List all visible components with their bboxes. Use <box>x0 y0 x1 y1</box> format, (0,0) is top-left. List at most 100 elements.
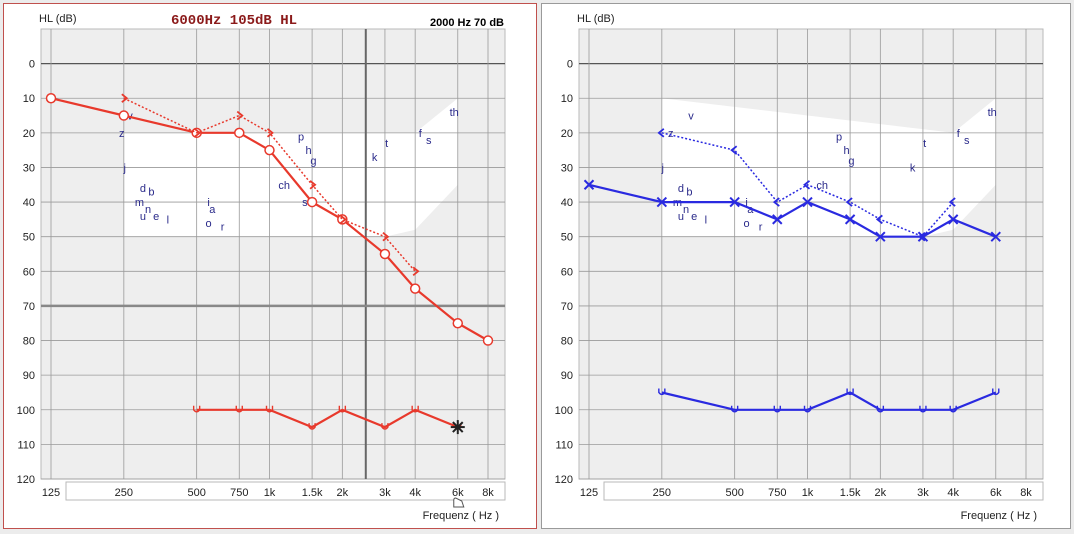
data-point-u[interactable] <box>730 405 739 413</box>
marker-chevron-left <box>875 214 883 225</box>
phoneme-label: th <box>988 107 997 119</box>
data-point-x[interactable] <box>990 231 1001 242</box>
data-point-u[interactable] <box>658 388 666 396</box>
marker-chevron-right <box>121 93 129 103</box>
marker-u <box>846 388 854 396</box>
phoneme-label: g <box>848 156 854 168</box>
data-point-u[interactable] <box>919 405 927 413</box>
series-line-u <box>661 391 997 411</box>
data-point-u[interactable] <box>992 388 1000 396</box>
phoneme-label: v <box>688 111 694 123</box>
marker-chevron-right <box>236 110 244 121</box>
data-point-chevron-right[interactable] <box>236 110 244 121</box>
y-tick-label: 60 <box>23 266 35 278</box>
data-point-circle[interactable] <box>379 248 391 260</box>
data-point-x[interactable] <box>583 179 595 190</box>
phoneme-label: d <box>678 183 684 195</box>
data-point-u[interactable] <box>846 388 854 396</box>
data-point-chevron-right[interactable] <box>266 128 274 138</box>
marker-x <box>875 231 886 242</box>
phoneme-label: l <box>705 214 707 226</box>
data-point-u[interactable] <box>411 405 419 413</box>
audiogram-right-ear-panel[interactable]: v z j d b m n u e l i a o r p h g ch s k t f s th 0 10 20 30 40 50 60 7… <box>3 3 537 529</box>
data-point-chevron-right[interactable] <box>121 93 129 103</box>
data-point-circle[interactable] <box>234 127 245 139</box>
y-axis-label: HL (dB) <box>577 13 615 25</box>
x-tick-label: 6k <box>990 487 1002 499</box>
data-point-x[interactable] <box>802 196 813 208</box>
data-point-x[interactable] <box>844 214 856 225</box>
data-point-x[interactable] <box>875 231 886 242</box>
marker-circle <box>409 283 421 294</box>
x-tick-label: 750 <box>768 487 786 499</box>
data-point-chevron-left[interactable] <box>803 180 811 190</box>
data-point-u[interactable] <box>235 405 243 413</box>
data-point-circle[interactable] <box>45 92 57 104</box>
marker-u <box>992 388 1000 396</box>
y-tick-label: 0 <box>567 59 573 71</box>
x-tick-label: 500 <box>187 487 205 499</box>
data-point-u[interactable] <box>381 423 389 430</box>
y-tick-label: 90 <box>23 370 35 382</box>
data-point-chevron-left[interactable] <box>948 197 956 207</box>
data-point-u[interactable] <box>773 405 781 413</box>
phoneme-label: i <box>207 197 209 209</box>
data-point-chevron-right[interactable] <box>412 266 420 277</box>
marker-u <box>235 405 243 413</box>
data-point-circle[interactable] <box>452 317 464 329</box>
data-point-circle[interactable] <box>337 214 348 225</box>
data-point-u[interactable] <box>338 405 347 413</box>
x-axis-scale <box>603 481 1044 501</box>
data-point-u[interactable] <box>192 405 201 413</box>
y-tick-label: 120 <box>555 474 573 486</box>
data-point-circle[interactable] <box>264 144 275 156</box>
hand-cursor-icon[interactable] <box>453 497 465 508</box>
marker-chevron-right <box>339 214 347 225</box>
data-point-chevron-right[interactable] <box>382 231 390 242</box>
data-point-x[interactable] <box>729 196 740 208</box>
data-point-circle[interactable] <box>482 335 494 346</box>
data-point-chevron-right[interactable] <box>339 214 347 225</box>
y-tick-label: 90 <box>561 370 573 382</box>
marker-chevron-left <box>918 231 926 242</box>
data-point-u[interactable] <box>265 405 274 413</box>
x-tick-label: 3k <box>379 487 391 499</box>
marker-chevron-right <box>412 266 420 277</box>
data-point-x[interactable] <box>917 231 929 242</box>
data-point-chevron-left[interactable] <box>657 128 665 138</box>
marker-x <box>656 196 668 208</box>
phoneme-label: u <box>140 211 146 223</box>
asterisk-icon <box>450 420 465 435</box>
y-tick-label: 100 <box>555 405 573 417</box>
phoneme-label: t <box>923 138 926 150</box>
data-point-chevron-left[interactable] <box>730 145 738 155</box>
data-point-circle[interactable] <box>306 196 318 208</box>
data-point-x[interactable] <box>772 214 783 225</box>
phoneme-label: a <box>209 204 216 216</box>
phoneme-label: k <box>910 162 916 174</box>
data-point-x[interactable] <box>656 196 668 208</box>
marker-circle <box>45 92 57 104</box>
marker-u <box>949 405 957 413</box>
data-point-circle[interactable] <box>409 283 421 294</box>
phoneme-label: j <box>122 162 125 174</box>
data-point-circle[interactable] <box>118 110 130 121</box>
phoneme-label: m <box>135 197 144 209</box>
data-point-u[interactable] <box>803 405 812 413</box>
data-point-u[interactable] <box>308 423 316 430</box>
data-point-chevron-left[interactable] <box>918 231 926 242</box>
data-point-chevron-right[interactable] <box>194 128 202 138</box>
data-point-x[interactable] <box>947 214 959 225</box>
data-point-u[interactable] <box>876 405 885 413</box>
marker-chevron-right <box>382 231 390 242</box>
data-point-chevron-left[interactable] <box>772 197 780 207</box>
data-point-chevron-right[interactable] <box>309 180 317 190</box>
data-point-chevron-left[interactable] <box>875 214 883 225</box>
data-point-chevron-left[interactable] <box>845 197 853 207</box>
plot-area <box>40 28 506 480</box>
phoneme-label: ch <box>278 180 290 192</box>
data-point-u[interactable] <box>949 405 957 413</box>
audiogram-left-ear-panel[interactable]: v z j d b m n u e l i a o r p h g ch k t f s th 0 10 20 30 40 50 60 70… <box>541 3 1071 529</box>
